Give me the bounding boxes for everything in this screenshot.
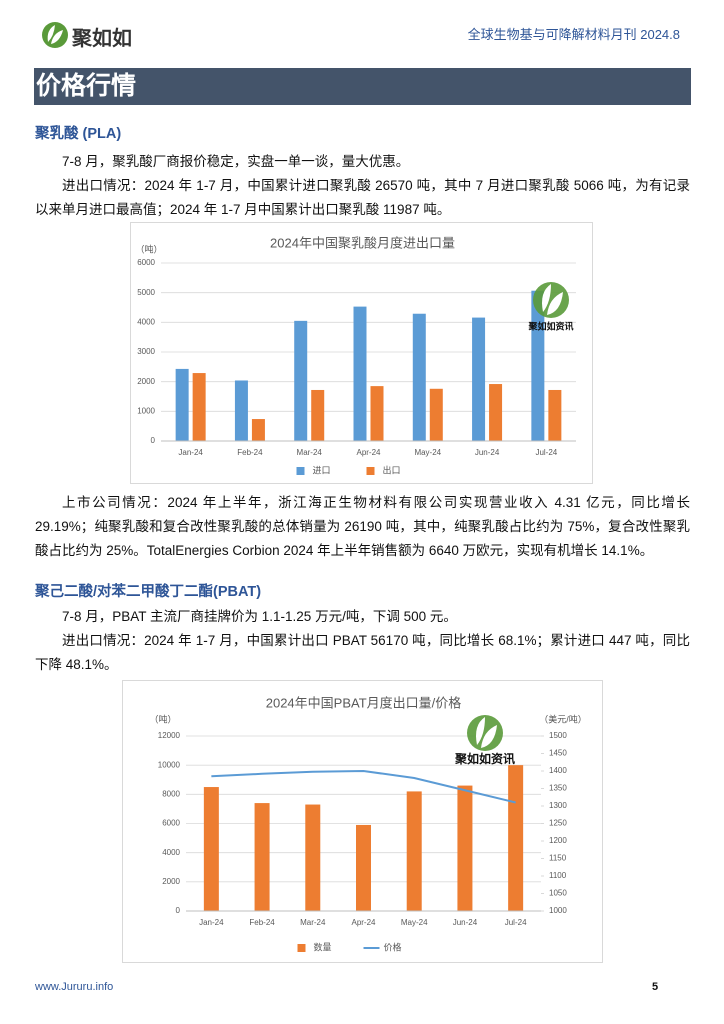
watermark: 聚如如资讯 bbox=[454, 751, 515, 766]
watermark-leaf bbox=[542, 284, 551, 312]
legend-label: 价格 bbox=[384, 941, 402, 952]
legend-swatch bbox=[366, 467, 375, 475]
y-axis-label: （吨） bbox=[149, 713, 176, 724]
y2-tick-label: 1300 bbox=[549, 801, 567, 810]
bar bbox=[489, 384, 503, 441]
legend-swatch bbox=[297, 944, 306, 952]
chart-title: 2024年中国聚乳酸月度进出口量 bbox=[270, 235, 455, 250]
legend-label: 进口 bbox=[313, 465, 331, 475]
bar bbox=[175, 368, 189, 441]
bar bbox=[472, 317, 486, 441]
paragraph: 7-8 月，PBAT 主流厂商挂牌价为 1.1-1.25 万元/吨，下调 500… bbox=[62, 609, 457, 624]
x-tick-label: Feb-24 bbox=[249, 918, 275, 927]
y-tick-label: 2000 bbox=[137, 377, 155, 386]
x-tick-label: Mar-24 bbox=[300, 918, 326, 927]
bar bbox=[406, 791, 422, 911]
bar bbox=[305, 804, 321, 911]
y-tick-label: 8000 bbox=[162, 789, 180, 798]
bar bbox=[356, 824, 371, 911]
x-tick-label: Jun-24 bbox=[453, 918, 478, 927]
watermark-leaf bbox=[547, 292, 563, 315]
x-tick-label: Mar-24 bbox=[297, 448, 323, 457]
section-banner: 价格行情 bbox=[34, 68, 691, 105]
bar bbox=[508, 765, 524, 911]
x-tick-label: Jan-24 bbox=[178, 448, 203, 457]
page-number: 5 bbox=[652, 981, 659, 993]
watermark-leaf bbox=[481, 725, 497, 748]
y-tick-label: 5000 bbox=[137, 288, 155, 297]
bar bbox=[548, 389, 562, 441]
y2-tick-label: 1450 bbox=[549, 749, 567, 758]
y-tick-label: 3000 bbox=[137, 347, 155, 356]
bar bbox=[192, 373, 206, 441]
paragraph: 上市公司情况：2024 年上半年，浙江海正生物材料有限公司实现营业收入 4.31… bbox=[35, 495, 690, 558]
publication: 全球生物基与可降解材料月刊 2024.8 bbox=[467, 27, 680, 42]
y2-tick-label: 1500 bbox=[549, 731, 567, 740]
y2-tick-label: 1000 bbox=[549, 906, 567, 915]
bar bbox=[370, 386, 384, 441]
bar bbox=[412, 313, 426, 441]
y2-tick-label: 1100 bbox=[549, 871, 567, 880]
chart: 2024年中国PBAT月度出口量/价格 （吨） （美元/吨） 0 2000 4000 600… bbox=[122, 680, 603, 963]
logo-text: 聚如如 bbox=[72, 28, 132, 50]
legend-label: 出口 bbox=[383, 464, 401, 475]
x-tick-label: May-24 bbox=[401, 918, 428, 927]
x-tick-label: Jul-24 bbox=[505, 918, 527, 927]
section-title: 价格行情 bbox=[36, 72, 137, 100]
bar bbox=[311, 389, 325, 441]
y2-axis-label: （美元/吨） bbox=[539, 713, 587, 724]
line bbox=[211, 769, 516, 804]
bar bbox=[429, 388, 443, 441]
chart-title: 2024年中国PBAT月度出口量/价格 bbox=[266, 695, 462, 710]
bar bbox=[353, 306, 367, 441]
watermark-icon bbox=[467, 715, 503, 751]
x-tick-label: Feb-24 bbox=[237, 448, 263, 457]
y-tick-label: 4000 bbox=[137, 317, 155, 326]
watermark-leaf bbox=[476, 717, 485, 745]
y2-tick-label: 1050 bbox=[549, 889, 567, 898]
y-tick-label: 2000 bbox=[162, 877, 180, 886]
bar bbox=[254, 803, 270, 911]
y2-tick-label: 1350 bbox=[549, 784, 567, 793]
heading: 聚乳酸 (PLA) bbox=[35, 126, 122, 142]
x-tick-label: May-24 bbox=[414, 448, 441, 457]
watermark-icon bbox=[533, 282, 569, 318]
y-tick-label: 4000 bbox=[162, 848, 180, 857]
logo-icon bbox=[42, 22, 68, 48]
bar bbox=[251, 419, 265, 441]
bar bbox=[531, 290, 545, 441]
heading: 聚己二酸/对苯二甲酸丁二酯(PBAT) bbox=[35, 584, 262, 600]
legend-label: 数量 bbox=[314, 941, 332, 952]
x-tick-label: Apr-24 bbox=[356, 448, 381, 457]
watermark: 聚如如资讯 bbox=[527, 320, 573, 331]
y2-tick-label: 1150 bbox=[549, 854, 567, 863]
y-tick-label: 6000 bbox=[137, 258, 155, 267]
paragraph: 进出口情况：2024 年 1-7 月，中国累计进口聚乳酸 26570 吨，其中 … bbox=[35, 178, 690, 217]
y-tick-label: 1000 bbox=[137, 406, 155, 415]
y-tick-label: 0 bbox=[151, 436, 156, 445]
paragraph: 进出口情况：2024 年 1-7 月，中国累计出口 PBAT 56170 吨，同… bbox=[35, 633, 690, 672]
x-tick-label: Jan-24 bbox=[199, 918, 224, 927]
x-tick-label: Jul-24 bbox=[535, 448, 557, 457]
x-tick-label: Jun-24 bbox=[475, 448, 500, 457]
y2-tick-label: 1250 bbox=[549, 819, 567, 828]
y-tick-label: 10000 bbox=[158, 760, 181, 769]
bar bbox=[457, 785, 473, 911]
y2-tick-label: 1200 bbox=[549, 836, 567, 845]
y-tick-label: 0 bbox=[176, 906, 181, 915]
footer-url: www.Jururu.info bbox=[35, 981, 114, 993]
x-tick-label: Apr-24 bbox=[351, 918, 376, 927]
bar bbox=[203, 787, 219, 911]
y2-tick-label: 1400 bbox=[549, 766, 567, 775]
y-tick-label: 6000 bbox=[162, 819, 180, 828]
bar bbox=[294, 320, 308, 441]
y-axis-label: （吨） bbox=[135, 243, 162, 254]
y-tick-label: 12000 bbox=[158, 731, 181, 740]
bar bbox=[234, 380, 248, 441]
legend-swatch bbox=[296, 467, 305, 475]
paragraph: 7-8 月，聚乳酸厂商报价稳定，实盘一单一谈，量大优惠。 bbox=[62, 154, 410, 169]
chart: 2024年中国聚乳酸月度进出口量 （吨） 0 1000 2000 3000 4000 5000… bbox=[130, 222, 593, 484]
